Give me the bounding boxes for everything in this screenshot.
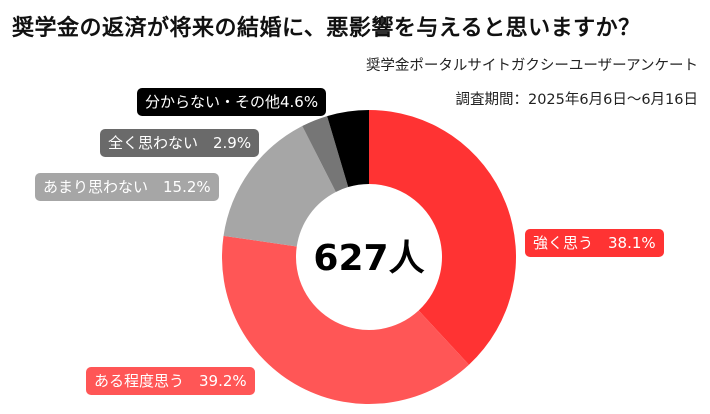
slice-3 <box>302 116 349 192</box>
slice-label-3: 全く思わない 2.9% <box>100 129 260 157</box>
source-note: 奨学金ポータルサイトガクシーユーザーアンケート <box>365 58 698 74</box>
slice-label-1: ある程度思う 39.2% <box>86 367 255 395</box>
slice-4 <box>327 110 369 188</box>
slice-2 <box>223 126 336 247</box>
chart-title: 奨学金の返済が将来の結婚に、悪影響を与えると思いますか？ <box>12 16 641 41</box>
slice-label-0: 強く思う 38.1% <box>525 229 664 257</box>
slice-label-4: 分からない・その他4.6% <box>137 88 327 116</box>
slice-1 <box>222 235 469 404</box>
survey-period: 調査期間：2025年6月6日〜6月16日 <box>455 92 698 108</box>
center-total-label: 627人 <box>313 238 424 279</box>
slice-label-2: あまり思わない 15.2% <box>35 173 219 201</box>
slice-0 <box>369 110 516 365</box>
